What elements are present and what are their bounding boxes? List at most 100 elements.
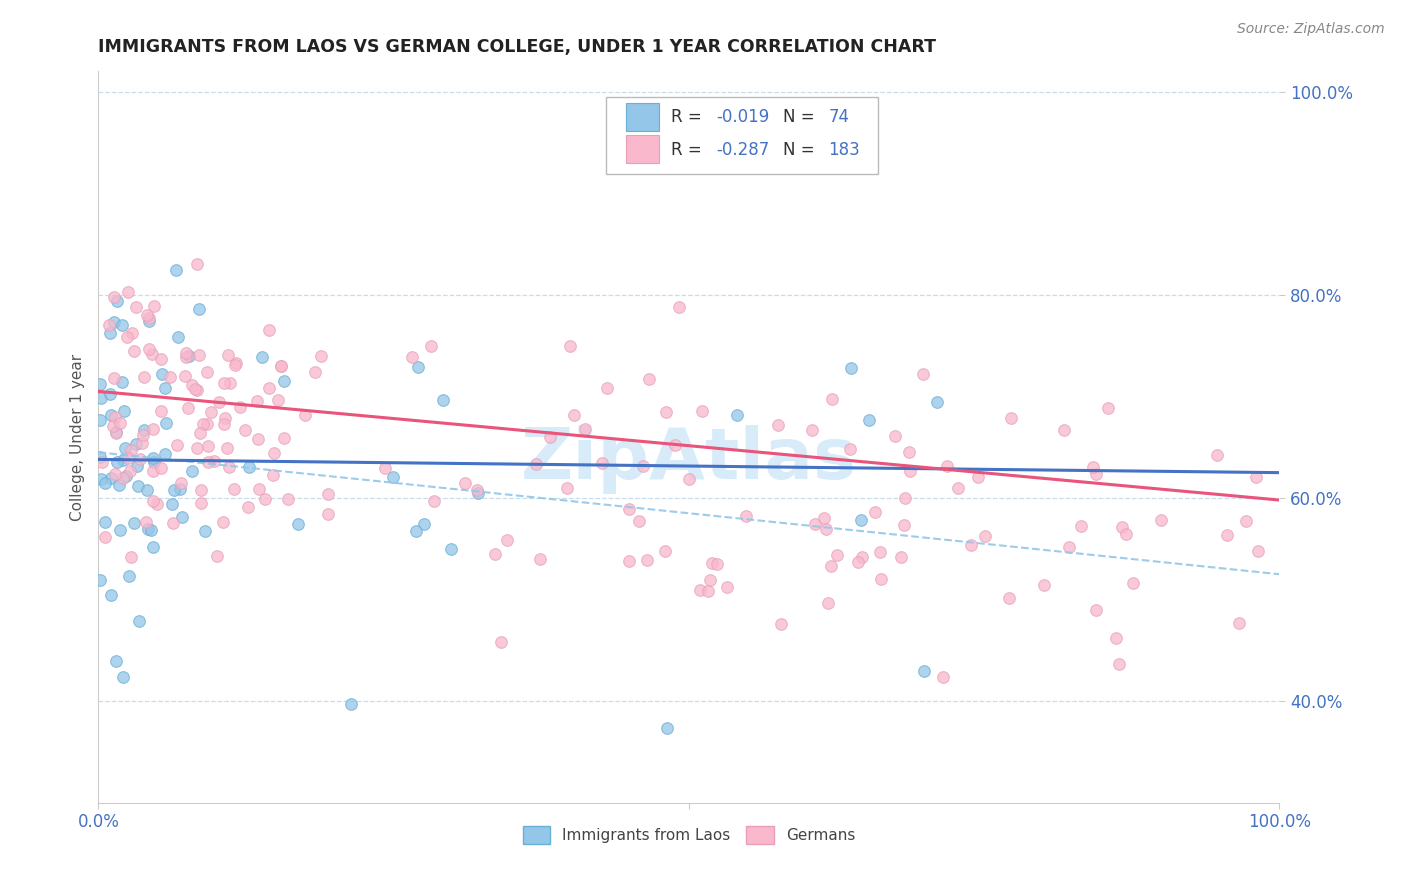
Point — [125, 437, 148, 451]
Point — [142, 450, 165, 465]
Point — [309, 349, 332, 363]
Point — [654, 544, 676, 558]
Point — [98, 387, 121, 401]
Point — [214, 410, 236, 425]
Point — [104, 467, 127, 482]
Point — [212, 515, 235, 529]
Point — [1247, 544, 1270, 558]
Point — [159, 369, 181, 384]
Point — [131, 436, 153, 450]
Point — [340, 697, 363, 711]
Point — [120, 443, 142, 458]
Point — [89, 573, 111, 587]
Bar — [626, 135, 659, 163]
Point — [627, 514, 650, 528]
Point — [839, 442, 862, 457]
Point — [205, 549, 228, 563]
Point — [174, 350, 197, 364]
Point — [181, 463, 204, 477]
Point — [273, 431, 295, 445]
Point — [98, 326, 121, 340]
Point — [136, 522, 159, 536]
Point — [454, 475, 477, 490]
Point — [142, 494, 165, 508]
Point — [105, 425, 128, 440]
Text: IMMIGRANTS FROM LAOS VS GERMAN COLLEGE, UNDER 1 YEAR CORRELATION CHART: IMMIGRANTS FROM LAOS VS GERMAN COLLEGE, … — [98, 38, 936, 56]
Point — [898, 464, 921, 478]
Point — [197, 455, 219, 469]
Point — [974, 529, 997, 543]
Point — [465, 483, 488, 497]
Point — [170, 476, 193, 491]
Point — [1111, 520, 1133, 534]
Point — [766, 417, 789, 432]
Point — [1244, 469, 1267, 483]
Point — [160, 497, 183, 511]
Point — [1097, 401, 1119, 415]
Text: N =: N = — [783, 141, 820, 159]
Point — [142, 422, 165, 436]
Point — [247, 432, 270, 446]
Point — [136, 483, 159, 497]
Point — [153, 447, 176, 461]
Point — [165, 263, 187, 277]
Point — [89, 376, 111, 391]
Point — [467, 486, 489, 500]
Point — [558, 339, 581, 353]
Point — [246, 393, 269, 408]
Text: -0.287: -0.287 — [716, 141, 769, 159]
Point — [948, 482, 970, 496]
Point — [100, 471, 122, 485]
Point — [846, 555, 869, 569]
Point — [238, 460, 260, 475]
Point — [374, 461, 396, 475]
Point — [98, 318, 121, 333]
Point — [250, 350, 273, 364]
Point — [117, 285, 139, 299]
Point — [146, 497, 169, 511]
Point — [869, 545, 891, 559]
Point — [90, 455, 112, 469]
Point — [851, 549, 873, 564]
Point — [821, 392, 844, 406]
Point — [273, 374, 295, 388]
Point — [149, 351, 172, 366]
Point — [316, 487, 339, 501]
Point — [1085, 467, 1108, 481]
Point — [690, 404, 713, 418]
Point — [193, 417, 215, 431]
Point — [936, 459, 959, 474]
Point — [813, 511, 835, 525]
Point — [90, 472, 112, 486]
Text: ZipAtlas: ZipAtlas — [522, 425, 856, 493]
Point — [894, 491, 917, 505]
Point — [294, 408, 316, 422]
Point — [155, 416, 177, 430]
Point — [108, 478, 131, 492]
Point — [655, 721, 678, 735]
Point — [224, 482, 246, 496]
Point — [1081, 459, 1104, 474]
Point — [932, 670, 955, 684]
Text: 74: 74 — [828, 108, 849, 126]
Point — [496, 533, 519, 547]
Point — [405, 524, 427, 538]
Point — [188, 348, 211, 362]
Point — [186, 257, 208, 271]
Point — [678, 472, 700, 486]
Point — [489, 635, 512, 649]
Point — [249, 483, 271, 497]
Point — [90, 391, 112, 405]
Point — [562, 408, 585, 422]
Point — [105, 454, 128, 468]
Point — [136, 309, 159, 323]
Point — [233, 423, 256, 437]
Point — [186, 384, 208, 398]
Point — [121, 326, 143, 341]
Point — [219, 376, 242, 390]
Point — [190, 496, 212, 510]
Point — [1216, 527, 1239, 541]
Point — [142, 541, 165, 555]
Point — [236, 500, 259, 515]
Point — [401, 350, 423, 364]
